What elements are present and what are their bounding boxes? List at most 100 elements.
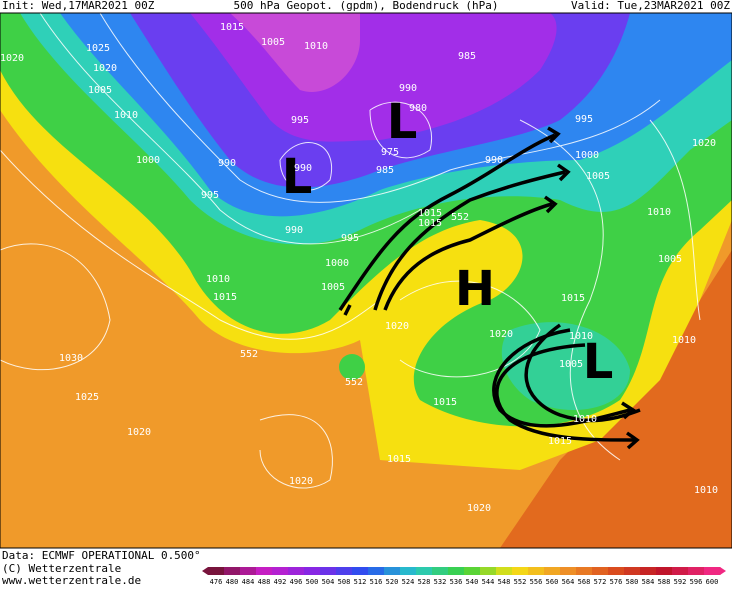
isobar-label: 990	[218, 158, 236, 169]
flow-arrows	[338, 126, 641, 450]
colorbar-cell	[288, 567, 305, 575]
colorbar-label: 500	[306, 578, 319, 586]
isobar-label: 995	[201, 190, 219, 201]
colorbar-cell	[640, 567, 657, 575]
colorbar-label: 520	[386, 578, 399, 586]
map-title: 500 hPa Geopot. (gpdm), Bodendruck (hPa)	[234, 0, 499, 12]
isobar-label: 1000	[136, 155, 160, 166]
isobar-label: 1005	[261, 37, 285, 48]
isobar-label: 1010	[694, 485, 718, 496]
isobar-label: 552	[345, 377, 363, 388]
colorbar-cell	[416, 567, 433, 575]
isobar-label: 990	[485, 155, 503, 166]
field	[0, 13, 732, 548]
colorbar-cell	[624, 567, 641, 575]
colorbar-label: 508	[338, 578, 351, 586]
colorbar-label: 600	[706, 578, 719, 586]
colorbar-cell	[592, 567, 609, 575]
isobar-label: 985	[376, 165, 394, 176]
colorbar-cell	[672, 567, 689, 575]
isobar-label: 1000	[575, 150, 599, 161]
colorbar-cell	[688, 567, 705, 575]
isobar-label: 975	[381, 147, 399, 158]
isobar-label: 1010	[672, 335, 696, 346]
pressure-center: L	[583, 334, 614, 390]
colorbar-cell	[656, 567, 673, 575]
isobar-label: 1025	[75, 392, 99, 403]
colorbar-cell	[224, 567, 241, 575]
colorbar-cell	[496, 567, 513, 575]
colorbar-label: 580	[626, 578, 639, 586]
colorbar-cell	[368, 567, 385, 575]
data-source: Data: ECMWF OPERATIONAL 0.500°	[2, 549, 201, 562]
colorbar-label: 572	[594, 578, 607, 586]
colorbar-label: 584	[642, 578, 655, 586]
colorbar-label: 516	[370, 578, 383, 586]
colorbar-label: 592	[674, 578, 687, 586]
pressure-center: L	[387, 94, 418, 150]
isobar-label: 1020	[0, 53, 24, 64]
colorbar-cell	[560, 567, 577, 575]
pressure-center: H	[455, 261, 495, 317]
colorbar-label: 536	[450, 578, 463, 586]
isobar-label: 1010	[304, 41, 328, 52]
isobar-label: 1020	[93, 63, 117, 74]
isobar-label: 1005	[658, 254, 682, 265]
isobar-label: 1020	[289, 476, 313, 487]
colorbar-label: 556	[530, 578, 543, 586]
colorbar-cell	[432, 567, 449, 575]
isobar-label: 1000	[325, 258, 349, 269]
colorbar-label: 476	[210, 578, 223, 586]
isobar-label: 1005	[586, 171, 610, 182]
colorbar-cell	[528, 567, 545, 575]
colorbar-label: 552	[514, 578, 527, 586]
isobar-label: 1005	[88, 85, 112, 96]
isobar-label: 552	[451, 212, 469, 223]
isobar-label: 1015	[433, 397, 457, 408]
small-green-area	[339, 354, 365, 380]
isobar-label: 1010	[569, 331, 593, 342]
colorbar-label: 524	[402, 578, 415, 586]
colorbar-left-tip	[202, 567, 208, 575]
colorbar-label: 544	[482, 578, 495, 586]
isobar-label: 990	[294, 163, 312, 174]
colorbar-cell	[544, 567, 561, 575]
colorbar-cell	[240, 567, 257, 575]
colorbar-label: 484	[242, 578, 255, 586]
isobar-label: 995	[341, 233, 359, 244]
colorbar-label: 488	[258, 578, 271, 586]
isobar-label: 1015	[561, 293, 585, 304]
colorbar-label: 492	[274, 578, 287, 586]
colorbar-cell	[208, 567, 225, 575]
colorbar-label: 576	[610, 578, 623, 586]
isobar-label: 1010	[206, 274, 230, 285]
colorbar-cell	[272, 567, 289, 575]
isobar-label: 1010	[647, 207, 671, 218]
isobar-label: 1015	[387, 454, 411, 465]
isobar-label: 985	[458, 51, 476, 62]
valid-label: Valid: Tue,23MAR2021 00Z	[571, 0, 730, 12]
isobar-label: 1025	[86, 43, 110, 54]
colorbar-cell	[608, 567, 625, 575]
isobar-label: 1015	[548, 436, 572, 447]
pressure-center: L	[282, 149, 313, 205]
colorbar-cell	[400, 567, 417, 575]
isobar-label: 980	[409, 103, 427, 114]
colorbar-label: 596	[690, 578, 703, 586]
isobar-label: 1015	[418, 218, 442, 229]
colorbar-label: 540	[466, 578, 479, 586]
colorbar-cell	[256, 567, 273, 575]
colorbar-label: 548	[498, 578, 511, 586]
isobar-label: 1010	[114, 110, 138, 121]
colorbar-cell	[336, 567, 353, 575]
colorbar-cell	[352, 567, 369, 575]
colorbar-right-tip	[720, 567, 726, 575]
isobar-label: 1010	[573, 414, 597, 425]
colorbar-label: 480	[226, 578, 239, 586]
isobar-label: 1020	[467, 503, 491, 514]
isobar-label: 1020	[127, 427, 151, 438]
contours	[0, 13, 701, 489]
colorbar-cell	[304, 567, 321, 575]
colorbar-label: 568	[578, 578, 591, 586]
